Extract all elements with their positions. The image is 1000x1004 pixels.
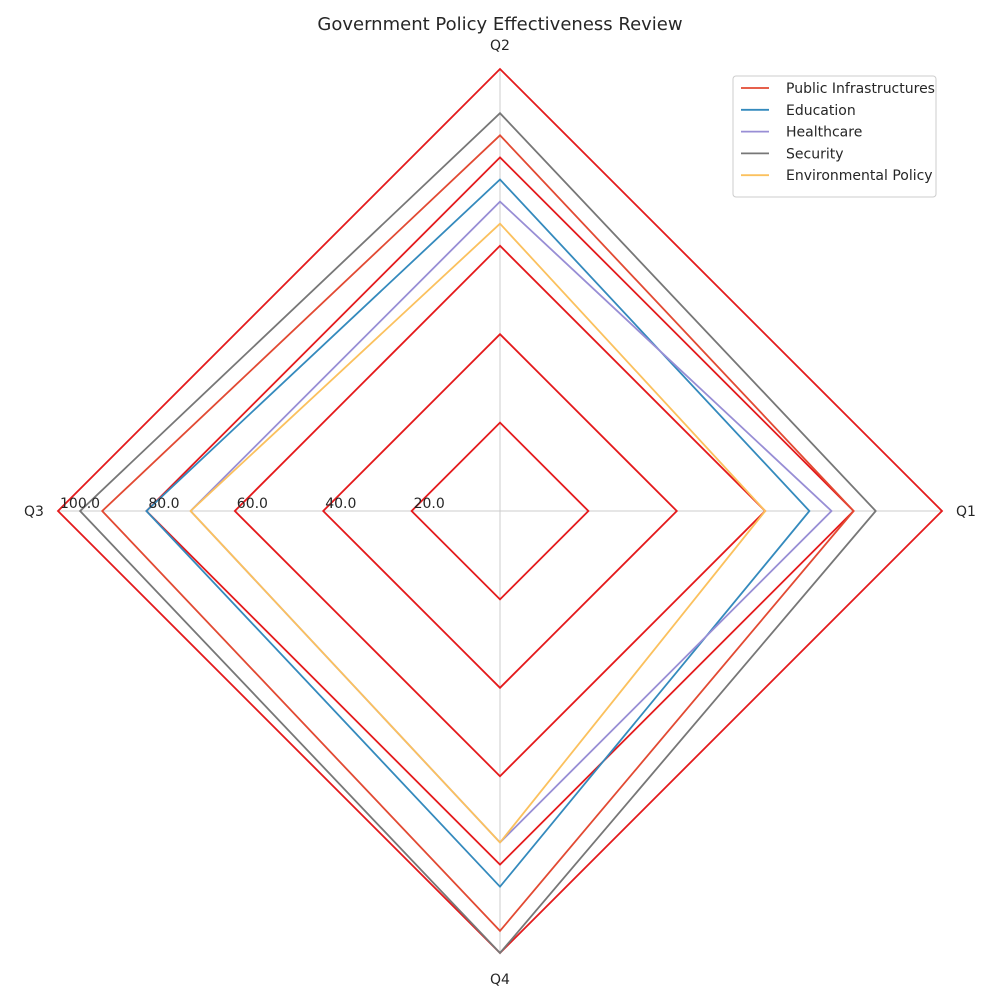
legend-box bbox=[732, 75, 937, 198]
axis-label-q4: Q4 bbox=[490, 972, 510, 988]
ring-tick-label: 100.0 bbox=[60, 496, 100, 512]
legend-label: Healthcare bbox=[786, 125, 862, 141]
legend: Public Infrastructures Education Healthcar… bbox=[732, 75, 937, 198]
series-layer bbox=[78, 111, 877, 955]
grid-ring-60 bbox=[233, 244, 767, 778]
labels-layer: 20.0 40.0 60.0 80.0 100.0 Q1 Q2 Q3 Q4 bbox=[24, 38, 976, 988]
axis-label-q3: Q3 bbox=[24, 504, 44, 520]
ring-tick-label: 60.0 bbox=[237, 496, 268, 512]
chart-title: Government Policy Effectiveness Review bbox=[317, 14, 682, 35]
grid-ring-40 bbox=[321, 332, 679, 690]
series-line-0 bbox=[100, 134, 855, 933]
series-line-1 bbox=[145, 178, 811, 889]
axis-label-q1: Q1 bbox=[956, 504, 976, 520]
legend-label: Education bbox=[786, 103, 856, 119]
series-line-3 bbox=[78, 111, 877, 955]
grid-ring-20 bbox=[410, 421, 590, 601]
ring-tick-label: 80.0 bbox=[148, 496, 179, 512]
ring-tick-label: 20.0 bbox=[414, 496, 445, 512]
legend-label: Environmental Policy bbox=[786, 168, 933, 184]
legend-label: Security bbox=[786, 146, 844, 162]
axis-label-q2: Q2 bbox=[490, 38, 510, 54]
grid-ring-100 bbox=[56, 67, 944, 955]
ring-tick-label: 40.0 bbox=[325, 496, 356, 512]
series-line-2 bbox=[189, 200, 833, 844]
grid-layer bbox=[56, 67, 944, 955]
series-line-4 bbox=[189, 222, 767, 844]
legend-label: Public Infrastructures bbox=[786, 81, 935, 97]
